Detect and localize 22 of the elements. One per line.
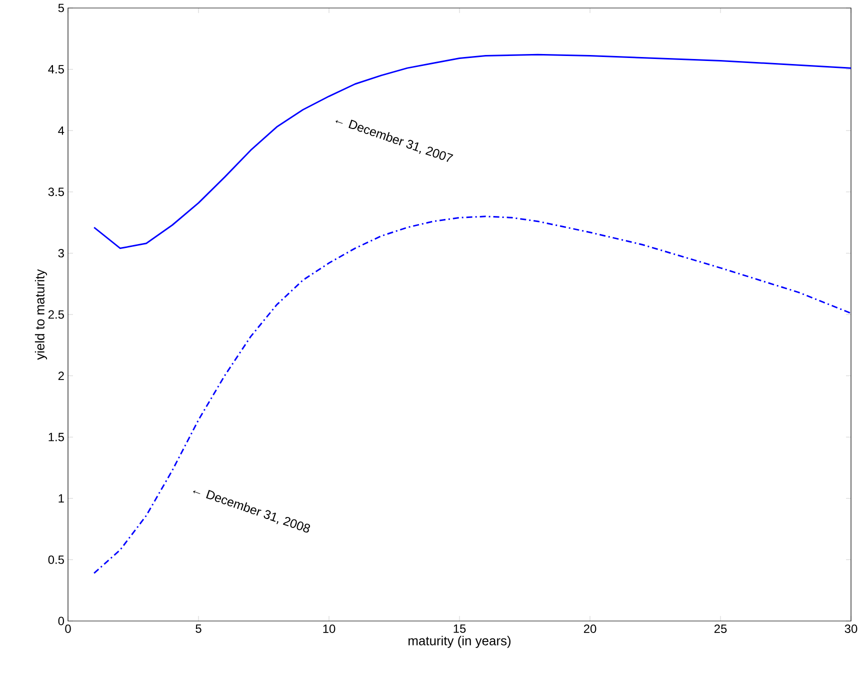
y-axis-title: yield to maturity [34, 269, 48, 360]
line-series [93, 54, 852, 250]
y-tick-label: 4.5 [48, 65, 64, 74]
y-tick-label: 0.5 [48, 555, 64, 564]
y-tick-label: 2 [58, 372, 64, 380]
line-series [93, 216, 852, 574]
y-tick-label: 1.5 [48, 432, 64, 442]
x-tick-label: 15 [454, 624, 466, 633]
x-tick-label: 30 [844, 624, 858, 633]
y-tick-label: 2.5 [48, 310, 64, 319]
x-tick-label: 10 [323, 624, 336, 633]
x-tick-label: 25 [714, 624, 727, 633]
x-tick-label: 5 [196, 624, 202, 633]
x-tick-label: 0 [65, 624, 71, 633]
y-tick-label: 1 [58, 494, 64, 503]
y-tick-label: 4 [58, 126, 64, 135]
x-tick-label: 20 [584, 624, 596, 633]
x-axis-title: maturity (in years) [408, 636, 510, 648]
y-tick-label: 3 [58, 248, 64, 258]
y-tick-label: 5 [58, 4, 64, 12]
y-tick-label: 3.5 [48, 188, 64, 196]
y-tick-label: 0 [58, 616, 64, 626]
